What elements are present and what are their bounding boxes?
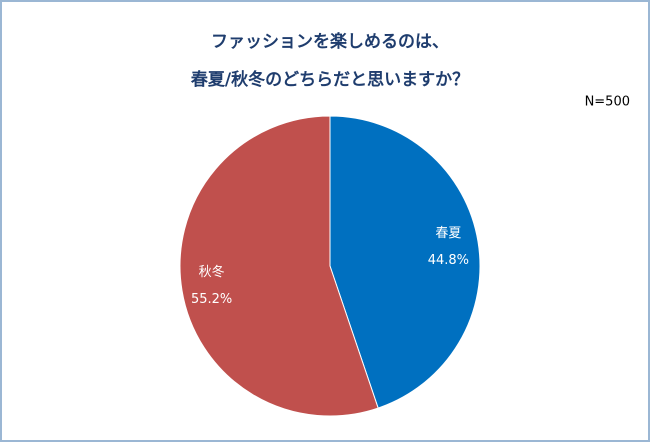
chart-title: ファッションを楽しめるのは、: [211, 31, 449, 52]
slice-category-label: 春夏: [435, 226, 461, 241]
chart-title: 春夏/秋冬のどちらだと思いますか？: [191, 69, 469, 90]
slice-value-label: 44.8%: [428, 253, 469, 268]
pie-slice: [329, 115, 481, 409]
pie-slice: [179, 115, 379, 417]
slice-category-label: 秋冬: [199, 264, 225, 280]
slice-value-label: 55.2%: [191, 292, 232, 307]
chart-subtitle: N=500: [585, 95, 630, 110]
